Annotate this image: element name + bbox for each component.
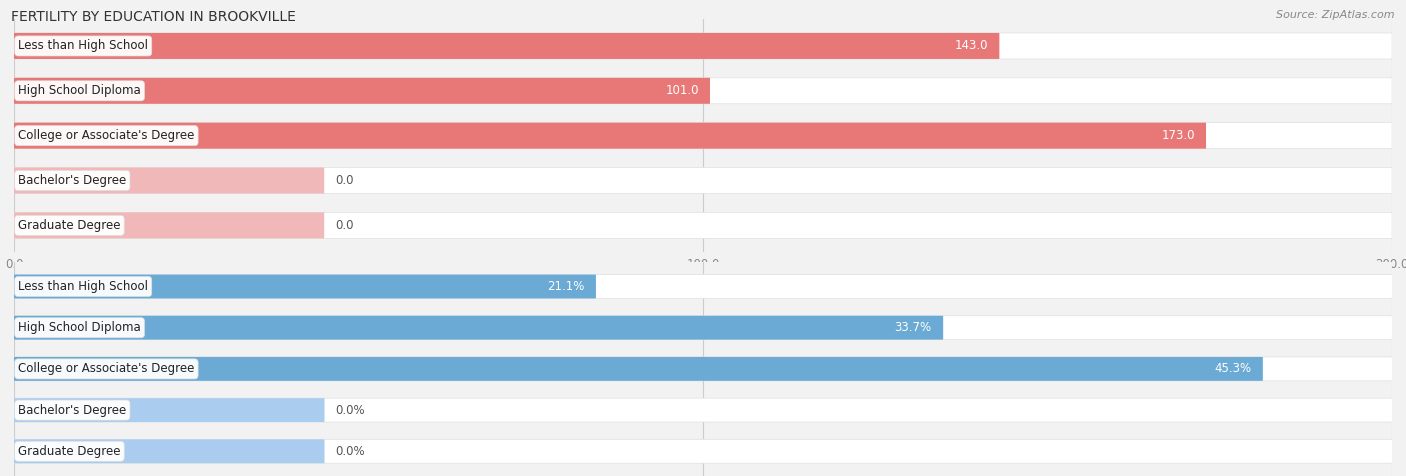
Text: 173.0: 173.0	[1161, 129, 1195, 142]
Text: Source: ZipAtlas.com: Source: ZipAtlas.com	[1277, 10, 1395, 20]
FancyBboxPatch shape	[14, 275, 1392, 298]
Text: College or Associate's Degree: College or Associate's Degree	[18, 129, 194, 142]
FancyBboxPatch shape	[14, 123, 1392, 149]
Text: 101.0: 101.0	[665, 84, 699, 97]
Text: 0.0%: 0.0%	[335, 445, 364, 458]
FancyBboxPatch shape	[14, 357, 1263, 381]
Text: 0.0: 0.0	[335, 174, 353, 187]
FancyBboxPatch shape	[14, 212, 1392, 238]
Text: 33.7%: 33.7%	[894, 321, 932, 334]
FancyBboxPatch shape	[14, 78, 1392, 104]
FancyBboxPatch shape	[14, 275, 596, 298]
FancyBboxPatch shape	[14, 212, 325, 238]
FancyBboxPatch shape	[14, 357, 1392, 381]
FancyBboxPatch shape	[14, 123, 1206, 149]
Text: 0.0%: 0.0%	[335, 404, 364, 416]
FancyBboxPatch shape	[14, 33, 1392, 59]
Text: Less than High School: Less than High School	[18, 40, 148, 52]
Text: High School Diploma: High School Diploma	[18, 321, 141, 334]
FancyBboxPatch shape	[14, 398, 1392, 422]
FancyBboxPatch shape	[14, 439, 325, 463]
Text: College or Associate's Degree: College or Associate's Degree	[18, 362, 194, 376]
Text: Graduate Degree: Graduate Degree	[18, 219, 121, 232]
Text: Bachelor's Degree: Bachelor's Degree	[18, 174, 127, 187]
Text: 0.0: 0.0	[335, 219, 353, 232]
FancyBboxPatch shape	[14, 168, 1392, 194]
FancyBboxPatch shape	[14, 316, 1392, 340]
Text: High School Diploma: High School Diploma	[18, 84, 141, 97]
Text: FERTILITY BY EDUCATION IN BROOKVILLE: FERTILITY BY EDUCATION IN BROOKVILLE	[11, 10, 297, 23]
FancyBboxPatch shape	[14, 78, 710, 104]
Text: Graduate Degree: Graduate Degree	[18, 445, 121, 458]
FancyBboxPatch shape	[14, 398, 325, 422]
FancyBboxPatch shape	[14, 439, 1392, 463]
FancyBboxPatch shape	[14, 168, 325, 194]
FancyBboxPatch shape	[14, 316, 943, 340]
Text: 45.3%: 45.3%	[1215, 362, 1251, 376]
Text: 21.1%: 21.1%	[547, 280, 585, 293]
Text: 143.0: 143.0	[955, 40, 988, 52]
Text: Less than High School: Less than High School	[18, 280, 148, 293]
Text: Bachelor's Degree: Bachelor's Degree	[18, 404, 127, 416]
FancyBboxPatch shape	[14, 33, 1000, 59]
